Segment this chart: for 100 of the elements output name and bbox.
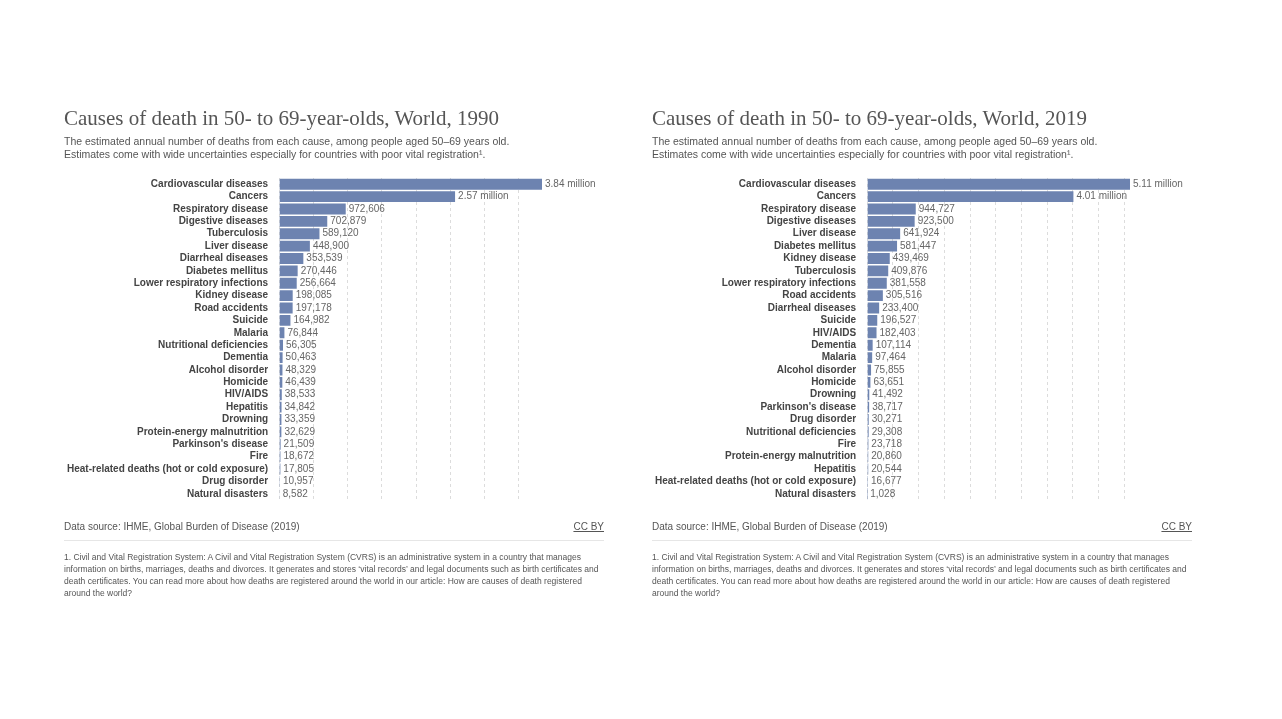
data-label: 50,463 [285, 351, 317, 363]
data-label: 1,028 [870, 487, 896, 499]
data-label: 48,329 [285, 363, 317, 375]
data-label: 46,439 [285, 376, 317, 388]
data-label: 5.11 million [1133, 177, 1183, 189]
data-label: 97,464 [875, 351, 907, 363]
data-label: 702,879 [330, 215, 367, 227]
chart-subtitle: The estimated annual number of deaths from each cause, among people aged 50–69 years old. Estimates come with wide uncertainties especially for countries with poor vital registration¹. [64, 135, 511, 161]
y-tick-label: HIV/AIDS [812, 326, 857, 338]
data-label: 944,727 [918, 202, 956, 214]
data-label: 270,446 [300, 264, 338, 276]
source-note: Data source: IHME, Global Burden of Disease (2019) [64, 521, 300, 532]
data-label: 196,527 [880, 314, 917, 326]
y-tick-label: Dementia [223, 351, 269, 363]
y-tick-label: Fire [837, 438, 857, 450]
data-label: 3.84 million [545, 177, 596, 189]
data-label: 439,469 [892, 252, 930, 264]
data-label: 164,982 [293, 314, 331, 326]
bar [279, 203, 346, 215]
y-tick-label: Digestive diseases [178, 215, 269, 227]
data-label: 381,558 [889, 277, 927, 289]
data-label: 581,447 [900, 239, 937, 251]
data-label: 107,114 [875, 338, 912, 350]
y-tick-label: Malaria [233, 326, 269, 338]
data-label: 75,855 [874, 363, 906, 375]
data-label: 29,308 [871, 425, 903, 437]
y-tick-label: Suicide [232, 314, 269, 326]
y-tick-label: Alcohol disorder [188, 363, 269, 375]
y-tick-label: Road accidents [782, 289, 857, 301]
y-tick-label: Drowning [222, 413, 269, 425]
y-tick-label: Malaria [821, 351, 857, 363]
data-label: 38,533 [284, 388, 316, 400]
y-tick-label: Hepatitis [225, 400, 269, 412]
data-label: 233,400 [882, 301, 919, 313]
y-tick-label: Heat-related deaths (hot or cold exposure) [66, 462, 269, 474]
data-label: 198,085 [295, 289, 333, 301]
y-tick-label: Diabetes mellitus [773, 239, 857, 251]
y-tick-label: Respiratory disease [173, 202, 269, 214]
text: CC BY [573, 521, 604, 532]
data-label: 353,539 [306, 252, 343, 264]
y-tick-label: Lower respiratory infections [133, 277, 269, 289]
data-label: 41,492 [872, 388, 904, 400]
data-label: 17,805 [283, 462, 315, 474]
y-tick-label: Kidney disease [783, 252, 857, 264]
bar [867, 203, 916, 215]
y-tick-label: Homicide [811, 376, 857, 388]
data-label: 256,664 [299, 277, 337, 289]
y-tick-label: Homicide [223, 376, 269, 388]
y-tick-label: Protein-energy malnutrition [725, 450, 857, 462]
data-label: 923,500 [917, 215, 955, 227]
y-tick-label: Lower respiratory infections [721, 277, 857, 289]
data-label: 182,403 [879, 326, 917, 338]
chart-subtitle: The estimated annual number of deaths from each cause, among people aged 50–69 years old. Estimates come with wide uncertainties especially for countries with poor vital registration¹. [652, 135, 1099, 161]
y-tick-label: Diarrheal diseases [767, 301, 857, 313]
data-label: 38,717 [872, 400, 904, 412]
y-tick-label: Drug disorder [202, 475, 269, 487]
chart-title: Causes of death in 50- to 69-year-olds, World, 1990 [64, 106, 500, 131]
text: CC BY [1161, 521, 1192, 532]
data-label: 30,271 [871, 413, 903, 425]
data-label: 641,924 [903, 227, 940, 239]
y-tick-label: Dementia [811, 338, 857, 350]
source-note: Data source: IHME, Global Burden of Disease (2019) [652, 521, 888, 532]
data-label: 63,651 [873, 376, 905, 388]
y-tick-label: Alcohol disorder [776, 363, 857, 375]
y-tick-label: Drowning [810, 388, 857, 400]
y-tick-label: Cancers [816, 190, 857, 202]
y-tick-label: Parkinson's disease [172, 438, 269, 450]
data-label: 972,606 [348, 202, 386, 214]
data-label: 76,844 [287, 326, 319, 338]
data-label: 197,178 [295, 301, 333, 313]
data-label: 23,718 [871, 438, 903, 450]
data-label: 21,509 [283, 438, 315, 450]
data-label: 8,582 [282, 487, 309, 499]
data-label: 10,957 [282, 475, 314, 487]
data-label: 448,900 [312, 239, 350, 251]
y-tick-label: Drug disorder [790, 413, 857, 425]
text: 1. Civil and Vital Registration System: A Civil and Vital Registration System (CVRS) is an administrative system in a country that manages information on births, marriages, deaths and divorces. It generates and stores ‘vital records’ and legal documents such as birth certificates and death certificates. You can read more about how deaths are registered around the world in our article: How are causes of death registered around the world? [652, 551, 1188, 599]
data-label: 56,305 [286, 338, 318, 350]
y-tick-label: Nutritional deficiencies [746, 425, 857, 437]
y-tick-label: Liver disease [204, 239, 269, 251]
y-tick-label: Diarrheal diseases [179, 252, 269, 264]
data-label: 20,860 [871, 450, 903, 462]
y-tick-label: Road accidents [194, 301, 269, 313]
y-tick-label: HIV/AIDS [224, 388, 269, 400]
y-tick-label: Respiratory disease [761, 202, 857, 214]
text: 1. Civil and Vital Registration System: A Civil and Vital Registration System (CVRS) is an administrative system in a country that manages information on births, marriages, deaths and divorces. It generates and stores ‘vital records’ and legal documents such as birth certificates and death certificates. You can read more about how deaths are registered around the world in our article: How are causes of death registered around the world? [64, 551, 600, 599]
y-tick-label: Fire [249, 450, 269, 462]
chart-title: Causes of death in 50- to 69-year-olds, World, 2019 [652, 106, 1088, 131]
y-tick-label: Suicide [820, 314, 857, 326]
y-tick-label: Tuberculosis [206, 227, 269, 239]
data-label: 305,516 [885, 289, 923, 301]
data-label: 4.01 million [1076, 190, 1128, 202]
y-tick-label: Diabetes mellitus [185, 264, 269, 276]
y-tick-label: Tuberculosis [794, 264, 857, 276]
data-label: 16,677 [871, 475, 903, 487]
data-label: 20,544 [871, 462, 903, 474]
data-label: 2.57 million [458, 190, 509, 202]
y-tick-label: Digestive diseases [766, 215, 857, 227]
bar [279, 302, 293, 314]
y-tick-label: Natural disasters [186, 487, 269, 499]
